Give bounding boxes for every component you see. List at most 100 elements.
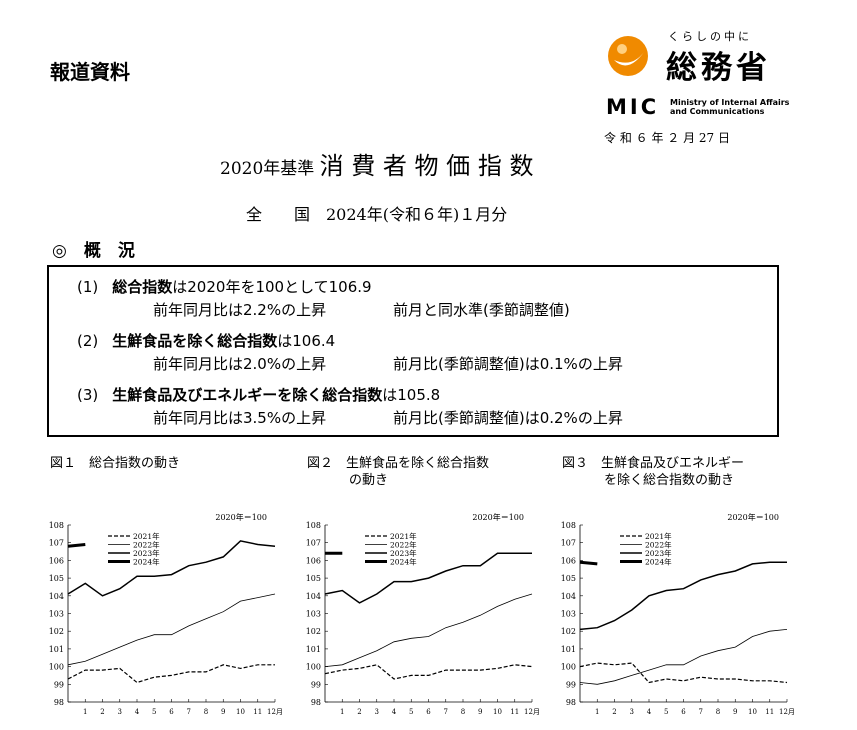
series-line	[67, 664, 275, 684]
title: 2020年基準 消 費 者 物 価 指 数	[220, 152, 533, 183]
legend-label: 2022年	[133, 540, 160, 550]
summary-item: (3) 生鮮食品及びエネルギーを除く総合指数は105.8	[77, 385, 440, 405]
x-tick-label: 12月	[779, 708, 795, 716]
x-tick-label: 9	[733, 708, 737, 716]
series-line	[324, 593, 533, 667]
item-mom: 前月と同水準(季節調整値)	[393, 301, 570, 319]
legend-label: 2021年	[645, 531, 672, 541]
x-tick-label: 6	[426, 708, 431, 716]
x-tick-label: 2	[100, 708, 104, 716]
x-tick-label: 10	[236, 708, 245, 716]
y-tick-label: 108	[561, 521, 576, 530]
x-tick-label: 12月	[524, 708, 540, 716]
y-tick-label: 100	[306, 663, 321, 672]
logo-abbr: MIC	[606, 95, 660, 119]
legend-label: 2022年	[645, 540, 672, 550]
y-tick-label: 104	[49, 592, 64, 601]
y-tick-label: 108	[306, 521, 321, 530]
charts: 図１ 総合指数の動き2020年＝100989910010110210310410…	[49, 455, 795, 716]
legend-label: 2024年	[645, 557, 672, 567]
legend-label: 2023年	[133, 548, 160, 558]
summary-item: (2) 生鮮食品を除く総合指数は106.4	[77, 331, 335, 351]
y-tick-label: 98	[54, 698, 64, 707]
x-tick-label: 3	[118, 708, 122, 716]
x-tick-label: 5	[409, 708, 413, 716]
y-tick-label: 108	[49, 521, 64, 530]
legend-label: 2023年	[390, 548, 417, 558]
series-line	[67, 593, 276, 666]
series-line	[324, 664, 533, 680]
y-tick-label: 99	[311, 680, 321, 689]
chart-title: の動き	[349, 473, 388, 488]
x-tick-label: 7	[187, 708, 191, 716]
unit-label: 2020年＝100	[727, 512, 779, 522]
x-tick-label: 7	[699, 708, 703, 716]
item-name: 生鮮食品及びエネルギーを除く総合指数	[112, 386, 383, 404]
x-tick-label: 1	[340, 708, 344, 716]
item-yoy: 前年同月比は3.5%の上昇	[153, 409, 327, 427]
legend-label: 2024年	[390, 557, 417, 567]
x-tick-label: 5	[664, 708, 668, 716]
x-tick-label: 8	[461, 708, 465, 716]
logo-en-line: and Communications	[670, 107, 765, 116]
item-name: 生鮮食品を除く総合指数	[112, 332, 278, 350]
y-tick-label: 100	[561, 663, 576, 672]
y-tick-label: 103	[49, 610, 64, 619]
series-line	[579, 662, 788, 684]
legend-label: 2024年	[133, 557, 160, 567]
unit-label: 2020年＝100	[215, 512, 267, 522]
chart-title: を除く総合指数の動き	[604, 473, 734, 488]
y-tick-label: 101	[561, 645, 576, 654]
logo-mark	[608, 36, 648, 76]
logo-en-line: Ministry of Internal Affairs	[670, 98, 790, 107]
y-tick-label: 107	[561, 539, 576, 548]
y-tick-label: 107	[49, 539, 64, 548]
x-tick-label: 11	[765, 708, 774, 716]
date: 令 和 ６ 年 ２ 月 27 日	[604, 131, 730, 145]
item-yoy: 前年同月比は2.0%の上昇	[153, 355, 327, 373]
item-name: 総合指数	[112, 278, 173, 296]
logo-tagline: くらしの中に	[668, 30, 752, 43]
legend-label: 2021年	[133, 531, 160, 541]
x-tick-label: 11	[253, 708, 262, 716]
series-line	[579, 629, 788, 685]
y-tick-label: 105	[49, 574, 64, 583]
item-number: (2)	[77, 332, 99, 350]
legend-label: 2022年	[390, 540, 417, 550]
y-tick-label: 101	[49, 645, 64, 654]
x-tick-label: 1	[83, 708, 87, 716]
chart-title: 図１ 総合指数の動き	[50, 456, 180, 471]
y-tick-label: 105	[561, 574, 576, 583]
x-tick-label: 4	[647, 708, 652, 716]
chart-title: 図２ 生鮮食品を除く総合指数	[307, 455, 489, 471]
series-line	[579, 560, 598, 566]
y-tick-label: 100	[49, 663, 64, 672]
x-tick-label: 10	[493, 708, 502, 716]
y-tick-label: 104	[306, 592, 321, 601]
x-tick-label: 9	[221, 708, 225, 716]
item-text: は2020年を100として106.9	[172, 278, 372, 296]
item-text: は105.8	[382, 386, 441, 404]
y-tick-label: 102	[561, 627, 576, 636]
x-tick-label: 8	[716, 708, 720, 716]
series-line	[67, 543, 86, 548]
x-tick-label: 9	[478, 708, 482, 716]
x-tick-label: 4	[135, 708, 140, 716]
y-tick-label: 106	[306, 556, 321, 565]
x-tick-label: 8	[204, 708, 208, 716]
item-yoy: 前年同月比は2.2%の上昇	[153, 301, 327, 319]
logo-name: 総務省	[666, 50, 771, 86]
chart-title: 図３ 生鮮食品及びエネルギー	[562, 455, 744, 471]
legend-label: 2023年	[645, 548, 672, 558]
y-tick-label: 98	[311, 698, 321, 707]
subtitle: 全 国 2024年(令和６年)１月分	[246, 205, 508, 224]
series-line	[67, 540, 276, 597]
title-prefix: 2020年基準	[220, 159, 315, 179]
x-tick-label: 6	[681, 708, 686, 716]
y-tick-label: 99	[54, 680, 64, 689]
x-tick-label: 10	[748, 708, 757, 716]
y-tick-label: 103	[561, 610, 576, 619]
x-tick-label: 11	[510, 708, 519, 716]
section-heading: ◎ 概 況	[52, 241, 135, 261]
